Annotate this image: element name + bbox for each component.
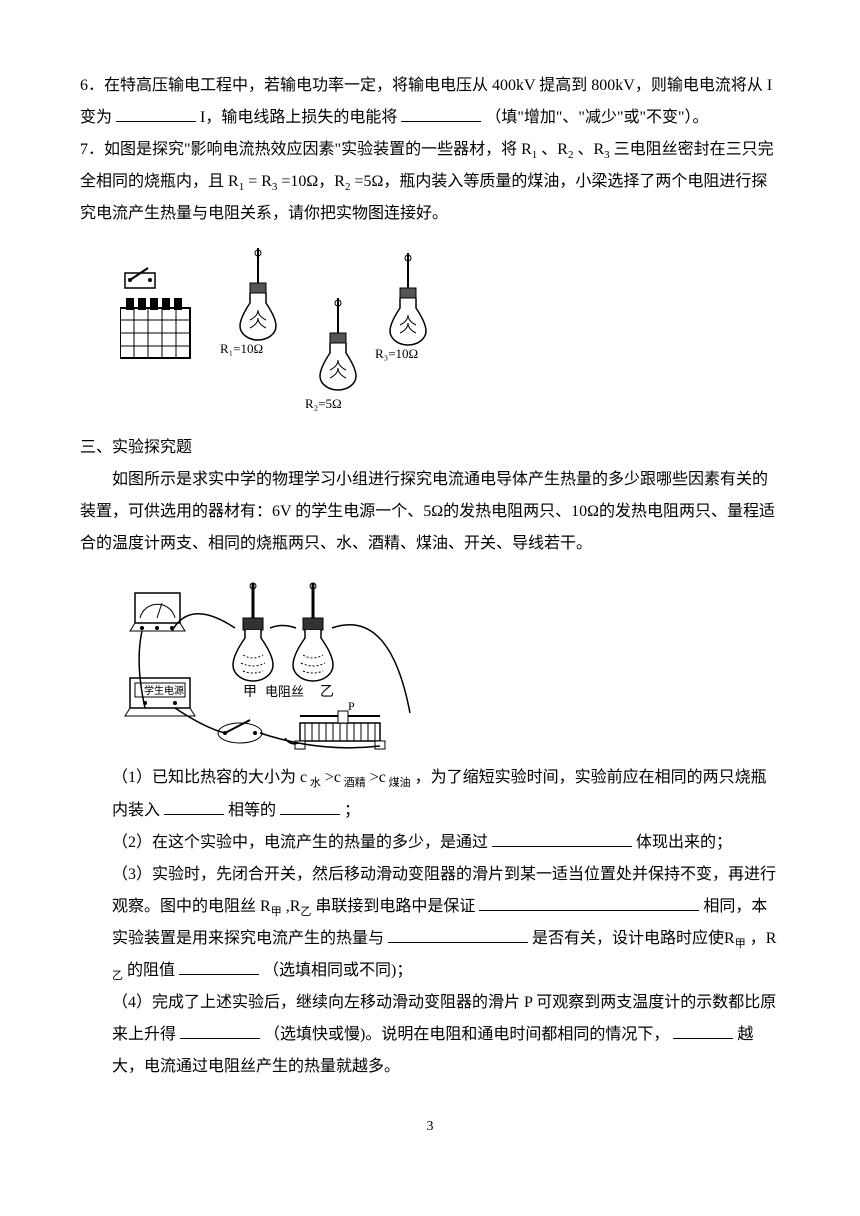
section3-subquestions: （1）已知比热容的大小为 c 水 >c 酒精 >c 煤油 ，为了缩短实验时间，实…	[80, 762, 780, 1083]
q1-blank-1	[164, 796, 224, 815]
q7-line1c: 、R	[577, 141, 604, 158]
r3-label: R₃=10Ω	[375, 346, 418, 361]
yi-label: 乙	[320, 684, 334, 700]
r2-label: R₂=5Ω	[305, 396, 342, 411]
section-3-title: 三、实验探究题	[80, 432, 780, 464]
q6-text-c: （填"增加"、"减少"或"不变"）。	[485, 109, 708, 126]
q4-blank-2	[673, 1021, 733, 1040]
section3-figure: 学生电源	[120, 568, 780, 758]
flask-3-icon	[390, 253, 426, 345]
flask-1-icon	[240, 248, 276, 340]
sub-q2: （2）在这个实验中，电流产生的热量的多少，是通过 体现出来的；	[112, 827, 780, 859]
svg-text:P: P	[348, 699, 355, 713]
q7-line1f: =10Ω，R	[281, 173, 345, 190]
battery-icon	[120, 298, 190, 358]
question-6: 6．在特高压输电工程中，若输电功率一定，将输电电压从 400kV 提高到 800…	[80, 70, 780, 134]
res-label: 电阻丝	[265, 684, 304, 699]
q3-blank-3	[179, 956, 259, 975]
q3-blank-2	[388, 924, 528, 943]
sub-q1: （1）已知比热容的大小为 c 水 >c 酒精 >c 煤油 ，为了缩短实验时间，实…	[112, 762, 780, 826]
q4-blank-1	[180, 1021, 260, 1040]
section-3-intro: 如图所示是求实中学的物理学习小组进行探究电流通电导体产生热量的多少跟哪些因素有关…	[80, 464, 780, 560]
flask-jia-icon	[233, 583, 273, 681]
page-number: 3	[80, 1113, 780, 1141]
q7-line1: 7．如图是探究"影响电流热效应因素"实验装置的一些器材，将 R	[80, 141, 532, 158]
q7-line1e: = R	[248, 173, 272, 190]
q1-blank-2	[280, 796, 340, 815]
q6-text-b: I，输电线路上损失的电能将	[200, 109, 397, 126]
q3-blank-1	[479, 892, 699, 911]
q7-line1b: 、R	[541, 141, 568, 158]
ammeter-icon	[130, 593, 185, 631]
sub-q4: （4）完成了上述实验后，继续向左移动滑动变阻器的滑片 P 可观察到两支温度计的示…	[112, 987, 780, 1083]
q2-blank	[492, 828, 632, 847]
svg-text:学生电源: 学生电源	[144, 684, 184, 697]
switch-icon	[125, 268, 155, 288]
power-source-icon: 学生电源	[125, 678, 195, 716]
q6-blank-1	[116, 103, 196, 122]
switch-2-icon	[218, 720, 262, 743]
jia-label: 甲	[243, 685, 257, 700]
page-container: 6．在特高压输电工程中，若输电功率一定，将输电电压从 400kV 提高到 800…	[0, 0, 860, 1181]
question-7: 7．如图是探究"影响电流热效应因素"实验装置的一些器材，将 R1 、R2 、R3…	[80, 134, 780, 230]
flask-2-icon	[320, 298, 356, 390]
r1-label: R₁=10Ω	[220, 341, 263, 356]
q7-figure: R₁=10Ω R₂=5Ω R₃=10Ω	[120, 238, 780, 428]
sub-q3: （3）实验时，先闭合开关，然后移动滑动变阻器的滑片到某一适当位置处并保持不变，再…	[112, 859, 780, 988]
rheostat-icon: P	[295, 699, 385, 749]
flask-yi-icon	[293, 583, 333, 681]
q6-blank-2	[401, 103, 481, 122]
